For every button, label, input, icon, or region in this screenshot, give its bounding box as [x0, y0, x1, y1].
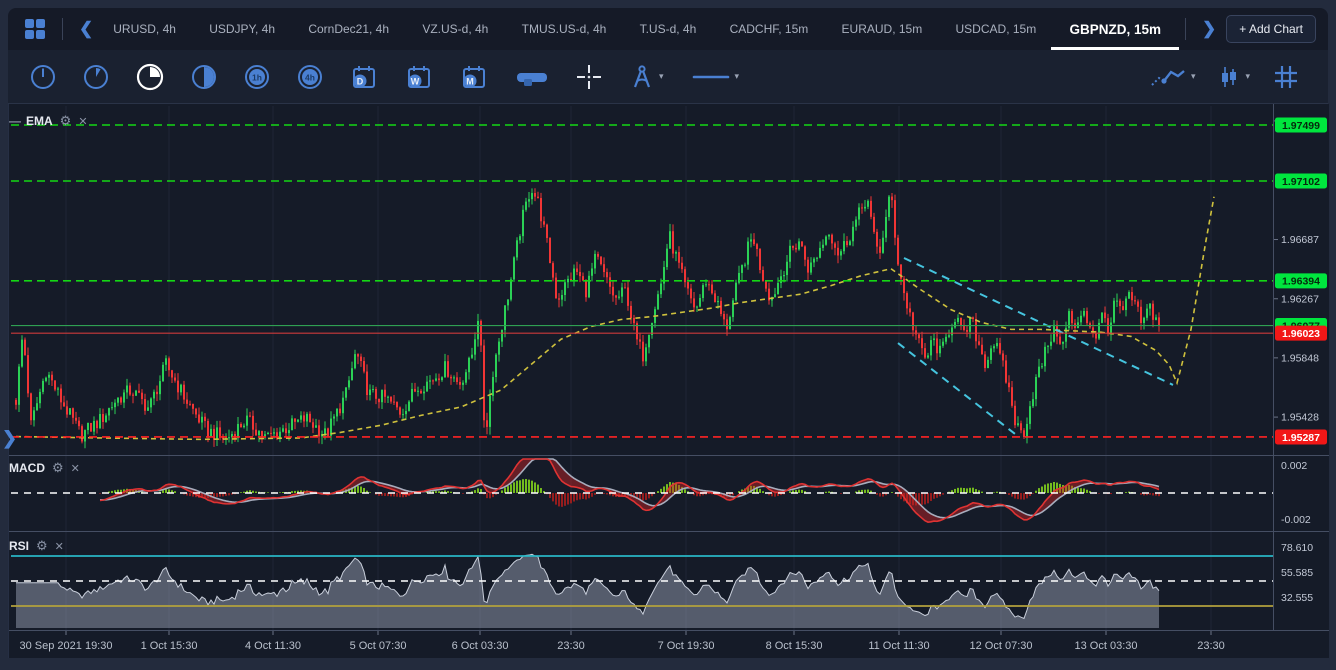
rsi-close-icon[interactable]: ✕	[55, 540, 64, 553]
svg-text:1.96023: 1.96023	[1282, 328, 1320, 340]
svg-text:1.95428: 1.95428	[1281, 412, 1319, 424]
tab-euraud-15m[interactable]: EURAUD, 15m	[842, 8, 923, 50]
svg-text:1h: 1h	[252, 72, 262, 82]
svg-text:13 Oct 03:30: 13 Oct 03:30	[1075, 640, 1138, 652]
svg-text:1.96394: 1.96394	[1282, 276, 1320, 288]
svg-text:6 Oct 03:30: 6 Oct 03:30	[452, 640, 509, 652]
macd-close-icon[interactable]: ✕	[71, 462, 80, 475]
crosshair-icon[interactable]	[576, 64, 602, 90]
range-slider-icon[interactable]	[515, 64, 549, 90]
svg-text:1.96267: 1.96267	[1281, 293, 1319, 305]
svg-text:4 Oct 11:30: 4 Oct 11:30	[245, 640, 301, 652]
chart-canvas[interactable]: 1.975281.966871.962671.958481.954281.974…	[9, 104, 1329, 658]
timeframe-5m-clock-icon[interactable]	[83, 64, 109, 90]
tabs-list: URUSD, 4h USDJPY, 4h CornDec21, 4h VZ.US-d,…	[99, 8, 1175, 50]
scroll-tabs-left-icon[interactable]: ❮	[73, 19, 99, 39]
svg-text:78.610: 78.610	[1281, 542, 1313, 554]
ema-indicator-label: — EMA ⚙ ✕	[9, 113, 88, 129]
chevron-down-icon[interactable]: ▾	[659, 71, 664, 82]
timeframe-1h-clock-icon[interactable]: 1h	[244, 64, 270, 90]
svg-text:23:30: 23:30	[557, 640, 585, 652]
svg-text:30 Sep 2021 19:30: 30 Sep 2021 19:30	[20, 640, 113, 652]
tab-usdcad-15m[interactable]: USDCAD, 15m	[956, 8, 1037, 50]
svg-text:12 Oct 07:30: 12 Oct 07:30	[970, 640, 1033, 652]
indicators-icon[interactable]: ▾	[1149, 63, 1196, 91]
svg-text:D: D	[357, 76, 364, 86]
tab-tmus-us-d-4h[interactable]: TMUS.US-d, 4h	[522, 8, 607, 50]
svg-text:5 Oct 07:30: 5 Oct 07:30	[350, 640, 407, 652]
scroll-tabs-right-icon[interactable]: ❯	[1196, 19, 1222, 39]
svg-text:32.555: 32.555	[1281, 592, 1313, 604]
tab-gbpnzd-15m[interactable]: GBPNZD, 15m	[1069, 8, 1161, 50]
panel-expand-chevron-icon[interactable]: ❯	[2, 428, 17, 449]
svg-text:1.97102: 1.97102	[1282, 176, 1320, 188]
ema-color-swatch: —	[9, 114, 19, 128]
macd-label-text: MACD	[9, 461, 45, 475]
svg-text:1 Oct 15:30: 1 Oct 15:30	[141, 640, 198, 652]
tab-usdjpy-4h[interactable]: USDJPY, 4h	[209, 8, 275, 50]
grid-layout-icon[interactable]	[1272, 63, 1300, 91]
svg-text:23:30: 23:30	[1197, 640, 1225, 652]
svg-text:8 Oct 15:30: 8 Oct 15:30	[766, 640, 823, 652]
svg-text:-0.002: -0.002	[1281, 514, 1311, 526]
ema-close-icon[interactable]: ✕	[78, 115, 87, 128]
svg-text:0.002: 0.002	[1281, 460, 1307, 472]
svg-text:1.95287: 1.95287	[1282, 432, 1320, 444]
svg-text:55.585: 55.585	[1281, 567, 1313, 579]
chevron-down-icon[interactable]: ▾	[735, 71, 740, 82]
chart-area[interactable]: 1.975281.966871.962671.958481.954281.974…	[8, 104, 1328, 658]
divider	[1185, 18, 1186, 40]
svg-text:4h: 4h	[305, 72, 315, 82]
timeframe-15m-clock-icon-active[interactable]	[136, 63, 164, 91]
rsi-settings-gear-icon[interactable]: ⚙	[36, 538, 48, 554]
timeframe-1m-clock-icon[interactable]	[30, 64, 56, 90]
macd-indicator-label: MACD ⚙ ✕	[9, 460, 80, 476]
chevron-down-icon[interactable]: ▾	[1191, 71, 1196, 82]
chart-tab-bar: ❮ URUSD, 4h USDJPY, 4h CornDec21, 4h VZ.US-…	[8, 8, 1328, 50]
chevron-down-icon[interactable]: ▾	[1245, 71, 1250, 82]
tab-vz-us-d-4h[interactable]: VZ.US-d, 4h	[422, 8, 488, 50]
line-tool-icon[interactable]: ▾	[691, 64, 740, 90]
timeframe-monthly-calendar-icon[interactable]: M	[460, 63, 488, 91]
svg-text:M: M	[466, 76, 474, 86]
timeframe-4h-clock-icon[interactable]: 4h	[297, 64, 323, 90]
apps-grid-icon[interactable]	[18, 12, 52, 46]
svg-text:1.95848: 1.95848	[1281, 352, 1319, 364]
tab-corndec21-4h[interactable]: CornDec21, 4h	[308, 8, 389, 50]
macd-settings-gear-icon[interactable]: ⚙	[52, 460, 64, 476]
svg-text:1.97499: 1.97499	[1282, 120, 1320, 132]
timeframe-weekly-calendar-icon[interactable]: W	[405, 63, 433, 91]
svg-text:11 Oct 11:30: 11 Oct 11:30	[868, 640, 929, 652]
timeframe-30m-clock-icon[interactable]	[191, 64, 217, 90]
drawing-tools-compass-icon[interactable]: ▾	[629, 64, 664, 90]
svg-text:1.96687: 1.96687	[1281, 234, 1319, 246]
chart-toolbar: 1h 4h D W M ▾ ▾ ▾	[8, 50, 1328, 104]
chart-type-candles-icon[interactable]: ▾	[1217, 63, 1250, 91]
divider	[62, 18, 63, 40]
timeframe-daily-calendar-icon[interactable]: D	[350, 63, 378, 91]
add-chart-button[interactable]: + Add Chart	[1226, 15, 1316, 43]
ema-label-text: EMA	[26, 114, 53, 128]
rsi-label-text: RSI	[9, 539, 29, 553]
tab-t-us-d-4h[interactable]: T.US-d, 4h	[640, 8, 697, 50]
tab-urusd-4h[interactable]: URUSD, 4h	[113, 8, 176, 50]
tab-cadchf-15m[interactable]: CADCHF, 15m	[730, 8, 809, 50]
svg-text:7 Oct 19:30: 7 Oct 19:30	[658, 640, 715, 652]
svg-text:W: W	[411, 76, 420, 86]
ema-settings-gear-icon[interactable]: ⚙	[60, 113, 72, 129]
rsi-indicator-label: RSI ⚙ ✕	[9, 538, 64, 554]
